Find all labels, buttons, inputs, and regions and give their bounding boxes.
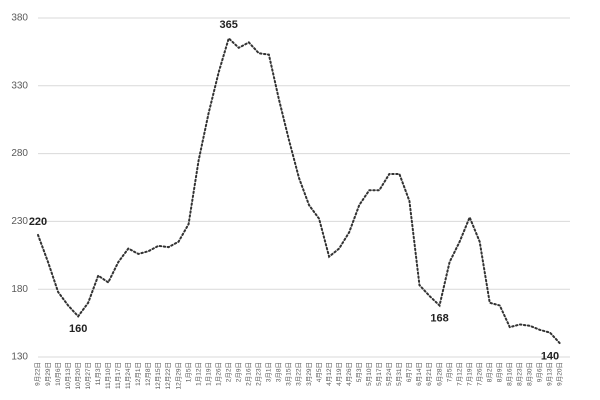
x-tick-label: 11月17日 xyxy=(114,362,122,389)
x-tick-label: 2月9日 xyxy=(234,362,242,382)
x-tick-label: 5月10日 xyxy=(365,362,373,386)
y-tick-label: 180 xyxy=(11,284,28,295)
x-tick-label: 9月6日 xyxy=(536,362,544,382)
x-tick-label: 8月2日 xyxy=(485,362,493,382)
x-tick-label: 3月29日 xyxy=(305,362,313,386)
x-tick-label: 4月26日 xyxy=(345,362,353,386)
x-tick-label: 1月12日 xyxy=(194,362,202,386)
x-tick-label: 12月1日 xyxy=(134,362,142,386)
x-tick-label: 1月5日 xyxy=(184,362,192,382)
x-tick-label: 2月2日 xyxy=(224,362,232,382)
x-tick-label: 2月23日 xyxy=(255,362,263,386)
x-tick-label: 6月14日 xyxy=(415,362,423,386)
x-tick-label: 3月22日 xyxy=(295,362,303,386)
data-label: 365 xyxy=(220,19,238,31)
x-tick-label: 3月8日 xyxy=(275,362,283,382)
data-label: 160 xyxy=(69,323,87,335)
x-tick-label: 5月31日 xyxy=(395,362,403,386)
x-tick-label: 2月16日 xyxy=(245,362,253,386)
x-tick-label: 5月3日 xyxy=(355,362,363,382)
x-tick-label: 8月16日 xyxy=(506,362,514,386)
line xyxy=(37,36,561,345)
x-tick-label: 6月28日 xyxy=(435,362,443,386)
x-tick-label: 8月30日 xyxy=(526,362,534,386)
y-tick-label: 330 xyxy=(11,80,28,91)
data-label: 220 xyxy=(29,216,47,228)
data-label: 168 xyxy=(430,312,448,324)
x-tick-label: 11月24日 xyxy=(124,362,132,389)
x-tick-label: 9月20日 xyxy=(556,362,564,386)
x-tick-label: 9月22日 xyxy=(34,362,42,386)
x-tick-label: 1月26日 xyxy=(214,362,222,386)
y-tick-label: 280 xyxy=(11,148,28,159)
x-tick-label: 8月9日 xyxy=(495,362,503,382)
x-tick-label: 10月13日 xyxy=(64,362,72,389)
x-tick-label: 4月5日 xyxy=(315,362,323,382)
x-tick-label: 6月21日 xyxy=(425,362,433,386)
x-tick-label: 8月23日 xyxy=(516,362,524,386)
x-tick-label: 10月20日 xyxy=(74,362,82,389)
x-tick-label: 1月19日 xyxy=(204,362,212,386)
x-tick-label: 9月13日 xyxy=(546,362,554,386)
x-tick-label: 12月15日 xyxy=(154,362,162,389)
x-tick-label: 7月26日 xyxy=(475,362,483,386)
y-tick-label: 380 xyxy=(11,13,28,24)
x-tick-label: 5月17日 xyxy=(375,362,383,386)
x-tick-label: 4月12日 xyxy=(325,362,333,386)
x-tick-label: 9月29日 xyxy=(44,362,52,386)
x-tick-label: 12月29日 xyxy=(174,362,182,389)
x-tick-label: 3月15日 xyxy=(285,362,293,386)
x-tick-label: 5月24日 xyxy=(385,362,393,386)
x-tick-label: 4月19日 xyxy=(335,362,343,386)
x-tick-label: 11月10日 xyxy=(104,362,112,389)
x-tick-label: 11月3日 xyxy=(94,362,102,385)
x-tick-label: 10月6日 xyxy=(54,362,62,386)
data-label: 140 xyxy=(541,350,559,362)
x-tick-label: 12月8日 xyxy=(144,362,152,386)
x-tick-label: 7月19日 xyxy=(465,362,473,386)
y-tick-label: 130 xyxy=(11,352,28,363)
x-tick-label: 12月22日 xyxy=(164,362,172,389)
x-tick-label: 7月12日 xyxy=(455,362,463,386)
x-tick-label: 6月7日 xyxy=(405,362,413,382)
x-tick-label: 7月5日 xyxy=(445,362,453,382)
x-tick-label: 10月27日 xyxy=(84,362,92,389)
x-tick-label: 3月1日 xyxy=(265,362,273,382)
y-tick-label: 230 xyxy=(11,216,28,227)
